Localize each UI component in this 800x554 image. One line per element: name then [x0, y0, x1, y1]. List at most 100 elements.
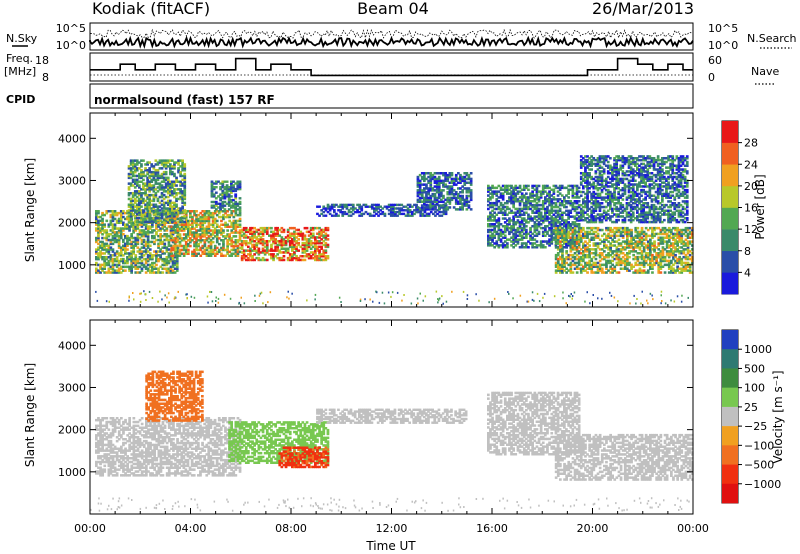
data-cell [95, 256, 98, 259]
data-cell [199, 217, 203, 221]
data-cell [418, 192, 422, 196]
data-cell [181, 190, 184, 193]
data-cell [569, 238, 573, 241]
data-cell [215, 233, 219, 236]
data-cell [518, 201, 522, 205]
data-cell [554, 261, 558, 265]
data-cell [152, 197, 156, 201]
data-cell [493, 242, 496, 245]
data-cell [171, 257, 175, 261]
data-cell [559, 240, 562, 243]
data-cell [678, 261, 681, 265]
data-cell [548, 228, 551, 232]
data-cell [107, 252, 111, 255]
data-cell [554, 236, 558, 239]
data-cell [394, 212, 397, 216]
data-cell [135, 180, 139, 183]
data-cell [181, 216, 184, 220]
data-cell [278, 258, 282, 262]
data-cell [163, 259, 167, 263]
data-cell [582, 232, 585, 236]
data-cell [605, 267, 608, 270]
data-cell [144, 265, 148, 269]
data-cell [172, 239, 176, 242]
data-cell [501, 246, 505, 249]
data-cell [261, 226, 265, 230]
data-cell [588, 253, 591, 257]
data-cell [169, 259, 173, 263]
data-cell [182, 237, 186, 240]
data-cell [109, 238, 113, 242]
data-cell [146, 267, 150, 270]
data-cell [242, 240, 246, 243]
data-cell [646, 242, 650, 245]
data-cell [605, 253, 608, 257]
data-cell [575, 257, 579, 261]
data-cell [674, 234, 677, 238]
data-cell [189, 244, 192, 248]
data-cell [416, 198, 420, 202]
data-cell [129, 159, 133, 162]
data-cell [276, 230, 279, 234]
data-cell [427, 175, 430, 179]
data-cell [230, 229, 234, 232]
data-cell [642, 230, 646, 234]
data-cell [596, 246, 600, 249]
data-cell [433, 181, 437, 184]
data-cell [444, 172, 447, 175]
data-cell [577, 232, 581, 236]
data-cell [148, 190, 151, 193]
data-cell [527, 232, 530, 236]
data-cell [644, 271, 648, 274]
data-cell [520, 234, 524, 237]
data-cell [179, 218, 182, 222]
data-cell [655, 232, 658, 236]
data-cell [420, 183, 424, 186]
data-cell [584, 250, 587, 253]
data-cell [421, 214, 425, 217]
data-cell [138, 236, 142, 240]
data-cell [261, 247, 265, 250]
data-cell [659, 238, 663, 241]
data-cell [605, 271, 608, 274]
data-cell [487, 198, 490, 201]
data-cell [577, 240, 581, 243]
data-cell [661, 250, 665, 253]
data-cell [169, 192, 172, 195]
data-cell [554, 271, 558, 274]
data-cell [197, 252, 200, 255]
data-cell [234, 189, 238, 193]
data-cell [151, 231, 154, 234]
data-cell [420, 189, 424, 192]
data-cell [184, 235, 188, 238]
data-cell [171, 192, 174, 195]
data-cell [201, 233, 205, 236]
data-cell [305, 253, 309, 256]
data-cell [131, 193, 135, 197]
data-cell [151, 269, 154, 272]
data-cell [514, 228, 518, 232]
data-cell [238, 219, 242, 223]
data-cell [276, 245, 279, 249]
data-cell [146, 259, 150, 263]
data-cell [573, 267, 577, 270]
data-cell [440, 210, 444, 214]
data-cell [301, 232, 305, 235]
data-cell [561, 265, 564, 268]
data-cell [227, 195, 231, 198]
data-cell [144, 203, 147, 206]
data-cell [146, 209, 149, 212]
data-cell [160, 213, 164, 216]
data-cell [425, 200, 428, 203]
data-cell [280, 251, 284, 254]
data-cell [270, 236, 273, 239]
data-cell [569, 267, 573, 270]
data-cell [394, 214, 397, 217]
data-cell [213, 227, 217, 230]
data-cell [236, 202, 240, 205]
data-cell [609, 248, 612, 251]
data-cell [274, 234, 277, 237]
data-cell [682, 261, 686, 265]
data-cell [487, 207, 490, 211]
data-cell [670, 250, 673, 253]
